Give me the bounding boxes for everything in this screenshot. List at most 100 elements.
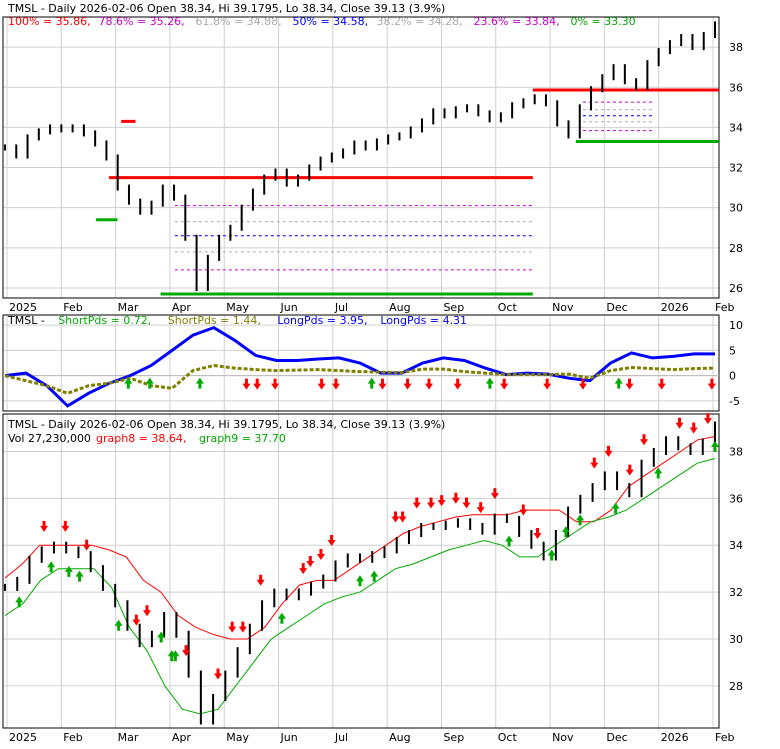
buy-arrow (611, 502, 620, 514)
buy-arrow (654, 467, 663, 479)
x-tick-label: Mar (118, 301, 139, 314)
buy-arrow (75, 570, 84, 582)
indicator-series-line (4, 363, 716, 395)
buy-arrow (157, 631, 166, 643)
y-tick-label: 34 (729, 539, 743, 552)
y-tick-label: 26 (729, 282, 743, 295)
sell-arrow (242, 378, 251, 390)
y-tick-label: 36 (729, 492, 743, 505)
buy-arrow (124, 377, 133, 389)
y-tick-label: 38 (729, 41, 743, 54)
sell-arrow (253, 378, 262, 390)
sell-arrow (490, 488, 499, 500)
x-tick-label: Oct (498, 731, 518, 744)
fib-legend-entry: 100% = 35.86, (8, 15, 91, 28)
y-tick-label: 36 (729, 81, 743, 94)
buy-arrow (195, 377, 204, 389)
x-tick-label: Aug (389, 731, 410, 744)
y-tick-label: 30 (729, 202, 743, 215)
y-tick-label: 28 (729, 242, 743, 255)
x-tick-label: Feb (63, 301, 82, 314)
buy-arrow (114, 619, 123, 631)
sell-arrow (331, 378, 340, 390)
sell-arrow (412, 497, 421, 509)
buy-arrow (614, 377, 623, 389)
fib-legend-entry: 50% = 34.58, (293, 15, 369, 28)
x-tick-label: Feb (715, 731, 734, 744)
x-tick-label: Mar (118, 731, 139, 744)
x-tick-label: Sep (443, 301, 464, 314)
buy-arrow (171, 650, 180, 662)
fib-legend-entry: 23.6% = 33.84, (474, 15, 560, 28)
x-tick-label: Jul (334, 301, 348, 314)
sell-arrow (543, 378, 552, 390)
sell-arrow (476, 502, 485, 514)
indicator-legend-entry: ShortPds = 0.72, (58, 314, 151, 327)
graph8-line (4, 436, 716, 640)
sell-arrow (451, 492, 460, 504)
buy-arrow (356, 575, 364, 587)
x-tick-label: Feb (63, 731, 82, 744)
sell-arrow (590, 457, 599, 469)
x-tick-label: Dec (606, 301, 627, 314)
graph-legend-entry: graph8 = 38.64, (96, 432, 186, 445)
buy-arrow (15, 596, 24, 608)
sell-arrow (391, 511, 400, 523)
sell-arrow (61, 520, 70, 532)
x-tick-label: Jul (334, 731, 348, 744)
x-tick-label: Sep (443, 731, 464, 744)
fib-legend-entry: 38.2% = 34.28, (377, 15, 463, 28)
x-tick-label: Nov (552, 301, 574, 314)
indicator-legend-entry: LongPds = 4.31 (380, 314, 467, 327)
sell-arrow (317, 378, 326, 390)
x-tick-label: 2026 (661, 301, 689, 314)
plot-frame (2, 314, 720, 412)
y-tick-label: 28 (729, 680, 743, 693)
sell-arrow (462, 497, 471, 509)
sell-arrow (437, 495, 446, 507)
sell-arrow (427, 497, 435, 509)
sell-arrow (238, 621, 247, 633)
sell-arrow (40, 520, 49, 532)
sell-arrow (378, 378, 387, 390)
signal-panel: 2025 Feb Mar Apr May Jun Jul Aug Sep Oct Nov Dec 202… (2, 413, 743, 744)
sell-arrow (214, 668, 222, 680)
volume-label: Vol 27,230,000 (8, 432, 91, 445)
sell-arrow (533, 527, 542, 539)
buy-arrow (561, 526, 570, 538)
graph-legend-entry: graph9 = 37.70 (199, 432, 286, 445)
x-tick-label: Apr (172, 301, 192, 314)
sell-arrow (519, 504, 528, 516)
sell-arrow (625, 378, 634, 390)
buy-arrow (277, 612, 286, 624)
x-tick-label: Nov (552, 731, 574, 744)
chart-title: TMSL - Daily 2026-02-06 Open 38.34, Hi 3… (7, 2, 445, 15)
y-tick-label: 32 (729, 586, 743, 599)
sell-arrow (327, 534, 336, 546)
x-tick-label: May (226, 301, 249, 314)
buy-arrow (576, 514, 585, 526)
sell-arrow (625, 464, 634, 476)
x-tick-label: Oct (498, 301, 518, 314)
indicator-legend-entry: TMSL - (7, 314, 45, 327)
x-tick-label: Jun (280, 301, 298, 314)
indicator-legend-entry: LongPds = 3.95, (277, 314, 367, 327)
y-tick-label: 34 (729, 121, 743, 134)
sell-arrow (604, 445, 613, 457)
sell-arrow (453, 378, 462, 390)
sell-arrow (299, 563, 308, 575)
sell-arrow (657, 378, 666, 390)
fib-legend-entry: 61.8% = 34.88, (196, 15, 282, 28)
y-tick-label: 10 (729, 319, 743, 332)
sell-arrow (578, 378, 587, 390)
sell-arrow (228, 621, 237, 633)
sell-arrow (640, 434, 648, 446)
price-panel: 2025 Feb Mar Apr May Jun Jul Aug Sep Oct Nov Dec 202… (2, 2, 743, 314)
x-tick-label: 2025 (9, 301, 37, 314)
indicator-series-line (4, 325, 715, 408)
sell-arrow (316, 549, 325, 561)
indicator-panel: 10 5 0 -5 TMSL - ShortPds = 0.72, ShortPds = … (2, 314, 743, 412)
indicator-legend-entry: ShortPds = 1.44, (168, 314, 261, 327)
